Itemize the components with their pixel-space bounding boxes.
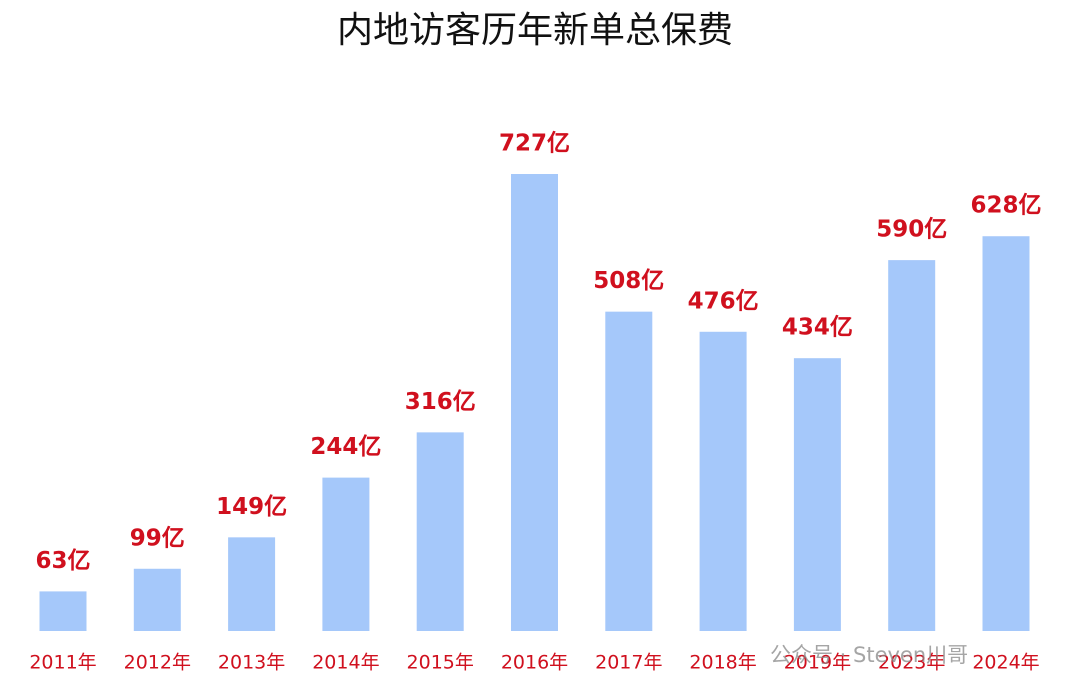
x-tick-label: 2014年: [312, 652, 379, 674]
x-tick-label: 2024年: [972, 652, 1039, 674]
bar: [133, 568, 181, 631]
x-tick-label: 2015年: [407, 652, 474, 674]
bar: [982, 236, 1030, 631]
value-label: 149亿: [216, 494, 287, 520]
x-tick-label: 2011年: [29, 652, 96, 674]
value-label: 628亿: [970, 193, 1041, 219]
chart-title: 内地访客历年新单总保费: [337, 10, 733, 51]
bar: [416, 432, 464, 631]
x-tick-label: 2013年: [218, 652, 285, 674]
bar: [228, 537, 276, 631]
bar: [511, 174, 558, 631]
value-label: 590亿: [876, 217, 947, 243]
x-tick-label: 2012年: [124, 652, 191, 674]
x-tick-label: 2023年: [878, 652, 945, 674]
value-label: 434亿: [782, 315, 853, 341]
value-label: 508亿: [593, 268, 664, 294]
value-label: 316亿: [405, 389, 476, 415]
value-label: 244亿: [310, 434, 381, 460]
x-tick-label: 2019年: [784, 652, 851, 674]
x-tick-label: 2018年: [689, 652, 756, 674]
bar: [39, 591, 87, 631]
watermark: 公众号 · Steven川哥: [770, 643, 968, 667]
value-label: 476亿: [688, 288, 759, 314]
x-tick-label: 2016年: [501, 652, 568, 674]
bar: [699, 331, 747, 631]
value-label: 99亿: [130, 525, 185, 551]
bar: [888, 260, 936, 631]
bar: [322, 477, 370, 631]
value-label: 727亿: [499, 131, 570, 157]
bar: [605, 311, 653, 631]
bar: [793, 358, 841, 631]
x-tick-label: 2017年: [595, 652, 662, 674]
value-label: 63亿: [35, 548, 90, 574]
